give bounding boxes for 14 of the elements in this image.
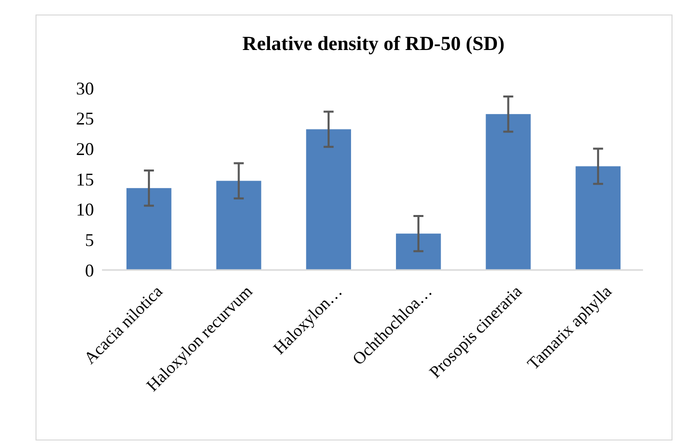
y-tick-label: 30 <box>76 78 94 98</box>
y-tick-label: 15 <box>76 169 94 190</box>
bar <box>396 234 441 270</box>
y-tick-label: 5 <box>85 230 94 250</box>
bar <box>216 180 262 270</box>
bar <box>486 114 531 270</box>
bar <box>576 166 621 270</box>
y-tick-label: 25 <box>76 108 94 129</box>
chart-title: Relative density of RD-50 (SD) <box>242 33 505 55</box>
bar <box>126 188 172 270</box>
bar <box>306 129 352 270</box>
y-tick-label: 10 <box>76 200 94 220</box>
y-tick-label: 20 <box>76 138 94 159</box>
y-tick-label: 0 <box>85 260 94 280</box>
